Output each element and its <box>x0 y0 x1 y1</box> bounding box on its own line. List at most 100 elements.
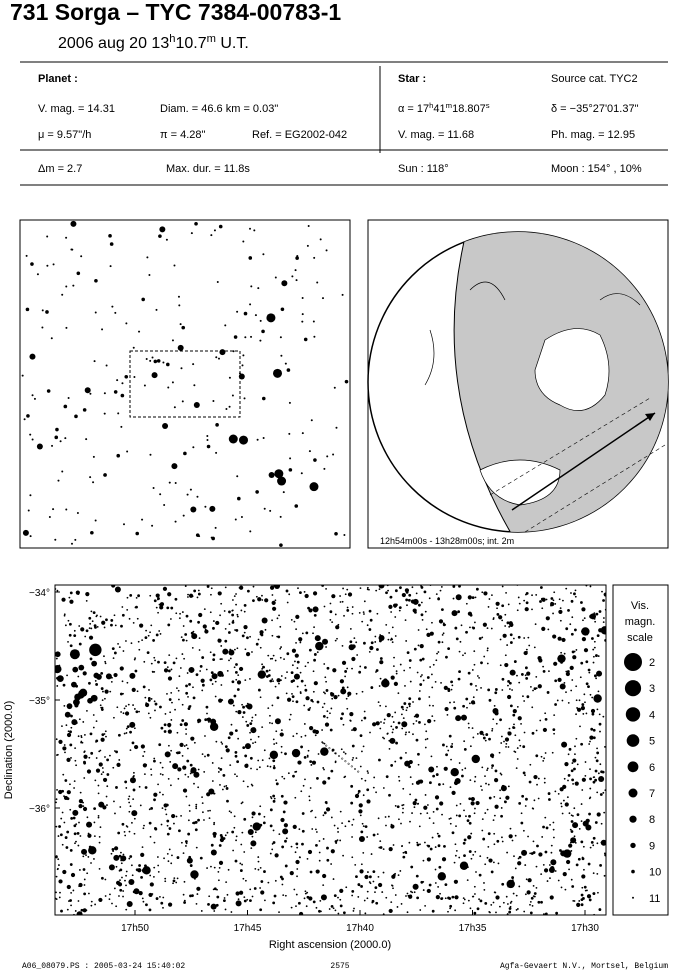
finder-star <box>228 376 231 379</box>
chart-star <box>467 611 473 616</box>
chart-star <box>103 626 106 629</box>
chart-star <box>131 821 133 824</box>
chart-star <box>61 725 63 728</box>
chart-star <box>562 799 565 802</box>
chart-star <box>411 586 414 589</box>
chart-star <box>69 783 71 786</box>
finder-star <box>125 322 128 325</box>
chart-star <box>195 805 198 808</box>
chart-star <box>163 857 165 860</box>
chart-star <box>60 817 63 820</box>
chart-star <box>244 679 247 682</box>
chart-star <box>346 707 349 710</box>
finder-star <box>334 531 338 536</box>
chart-star <box>374 886 378 890</box>
chart-star <box>70 872 76 878</box>
chart-star <box>591 712 595 716</box>
chart-star <box>535 675 538 678</box>
chart-star <box>379 634 382 636</box>
finder-star <box>219 349 226 356</box>
finder-star <box>116 453 121 458</box>
chart-star <box>379 727 382 730</box>
chart-star <box>391 641 394 644</box>
chart-star <box>257 860 260 863</box>
chart-star <box>224 834 227 837</box>
chart-star <box>222 648 229 655</box>
chart-star <box>468 726 470 729</box>
chart-star <box>304 892 307 895</box>
chart-star <box>550 601 553 604</box>
chart-star <box>585 660 589 664</box>
chart-star <box>131 741 135 745</box>
chart-star <box>366 586 369 589</box>
scale-dot <box>624 653 642 671</box>
chart-star <box>267 707 270 710</box>
finder-star <box>135 531 140 536</box>
chart-star <box>531 706 534 709</box>
chart-star <box>393 681 398 687</box>
finder-star <box>193 402 200 409</box>
chart-star <box>359 665 362 668</box>
chart-star <box>481 789 483 791</box>
chart-star <box>418 721 421 724</box>
chart-star <box>291 671 294 674</box>
chart-star <box>559 683 566 690</box>
chart-star <box>314 734 317 737</box>
chart-star <box>227 868 230 871</box>
chart-star <box>447 687 451 691</box>
chart-star <box>67 730 70 733</box>
chart-star <box>604 745 606 748</box>
chart-star <box>181 653 184 655</box>
chart-star <box>133 775 135 777</box>
chart-star <box>206 867 208 869</box>
chart-star <box>354 863 357 866</box>
chart-star <box>310 764 313 766</box>
chart-star <box>517 596 520 599</box>
chart-star <box>600 770 603 774</box>
chart-star <box>312 632 314 635</box>
chart-star <box>122 712 125 715</box>
chart-star <box>455 804 458 807</box>
chart-star <box>320 747 329 756</box>
chart-star <box>241 801 244 804</box>
chart-star <box>137 640 140 643</box>
chart-star <box>387 589 389 592</box>
finder-star <box>294 269 297 272</box>
chart-field <box>55 585 606 915</box>
chart-star <box>363 899 366 902</box>
chart-star <box>361 822 364 825</box>
planet-mu: μ = 9.57"/h <box>38 129 91 141</box>
chart-star <box>354 793 360 799</box>
chart-star <box>334 639 337 642</box>
chart-star <box>364 825 368 829</box>
finder-star <box>121 382 124 385</box>
finder-star <box>92 455 95 458</box>
chart-star <box>561 812 564 815</box>
chart-star <box>170 749 173 752</box>
chart-star <box>478 676 480 679</box>
chart-star <box>322 814 325 817</box>
chart-star <box>68 622 72 626</box>
chart-star <box>62 746 67 751</box>
chart-star <box>309 706 312 709</box>
chart-star <box>118 759 121 761</box>
chart-star <box>345 697 348 700</box>
chart-star <box>470 801 475 806</box>
chart-star <box>252 742 254 745</box>
chart-star <box>428 766 435 773</box>
y-tick-label: −35° <box>29 696 50 707</box>
chart-star <box>216 895 220 899</box>
chart-star <box>463 838 467 842</box>
chart-star <box>263 749 266 752</box>
chart-star <box>593 646 596 649</box>
chart-star <box>440 586 443 588</box>
chart-star <box>286 697 292 702</box>
chart-star <box>157 660 160 664</box>
chart-star <box>154 709 156 712</box>
chart-star <box>396 805 400 809</box>
chart-star <box>594 778 598 782</box>
chart-star <box>581 637 587 642</box>
chart-star <box>322 884 325 887</box>
chart-star <box>235 593 237 595</box>
chart-star <box>428 817 431 820</box>
